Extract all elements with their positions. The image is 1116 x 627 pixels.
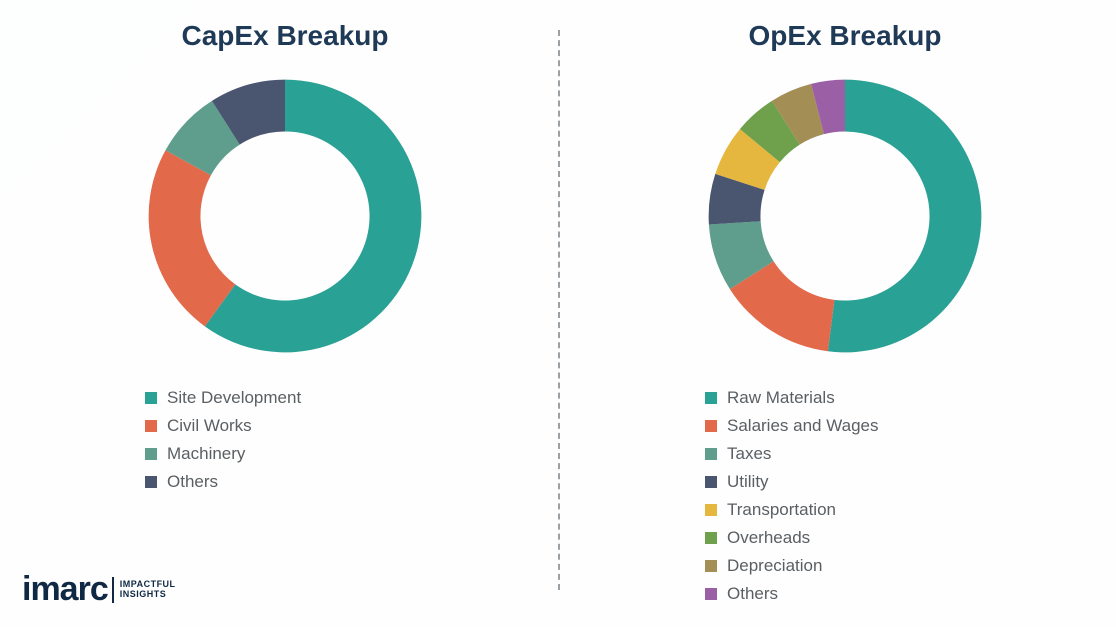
capex-legend: Site Development Civil Works Machinery Othe… xyxy=(145,384,545,496)
capex-panel: CapEx Breakup Site Development Civil Work… xyxy=(25,20,545,496)
legend-swatch xyxy=(705,392,717,404)
legend-label: Others xyxy=(167,472,218,492)
legend-item: Taxes xyxy=(705,440,1105,468)
legend-item: Site Development xyxy=(145,384,545,412)
legend-item: Salaries and Wages xyxy=(705,412,1105,440)
opex-donut-chart xyxy=(695,66,995,366)
legend-label: Others xyxy=(727,584,778,604)
legend-swatch xyxy=(145,476,157,488)
opex-panel: OpEx Breakup Raw Materials Salaries and W… xyxy=(585,20,1105,608)
legend-item: Depreciation xyxy=(705,552,1105,580)
legend-label: Site Development xyxy=(167,388,301,408)
legend-label: Taxes xyxy=(727,444,771,464)
brand-logo: imarc IMPACTFUL INSIGHTS xyxy=(22,570,176,609)
legend-item: Raw Materials xyxy=(705,384,1105,412)
report-canvas: CapEx Breakup Site Development Civil Work… xyxy=(0,0,1116,627)
brand-logo-divider xyxy=(112,577,114,603)
legend-item: Civil Works xyxy=(145,412,545,440)
donut-slice xyxy=(149,150,236,326)
legend-swatch xyxy=(705,560,717,572)
capex-donut-chart xyxy=(135,66,435,366)
legend-label: Machinery xyxy=(167,444,245,464)
legend-label: Utility xyxy=(727,472,769,492)
legend-item: Others xyxy=(705,580,1105,608)
legend-swatch xyxy=(705,532,717,544)
legend-swatch xyxy=(145,420,157,432)
capex-title: CapEx Breakup xyxy=(25,20,545,52)
legend-swatch xyxy=(145,448,157,460)
legend-item: Others xyxy=(145,468,545,496)
legend-label: Salaries and Wages xyxy=(727,416,879,436)
capex-donut-svg xyxy=(135,66,435,366)
legend-label: Overheads xyxy=(727,528,810,548)
opex-title: OpEx Breakup xyxy=(585,20,1105,52)
legend-swatch xyxy=(705,476,717,488)
legend-swatch xyxy=(705,420,717,432)
brand-logo-text: imarc xyxy=(22,570,108,609)
legend-item: Overheads xyxy=(705,524,1105,552)
opex-legend: Raw Materials Salaries and Wages Taxes Util… xyxy=(705,384,1105,608)
donut-slice xyxy=(828,80,981,353)
vertical-divider xyxy=(558,30,560,590)
legend-label: Raw Materials xyxy=(727,388,835,408)
legend-item: Transportation xyxy=(705,496,1105,524)
legend-label: Transportation xyxy=(727,500,836,520)
legend-item: Utility xyxy=(705,468,1105,496)
legend-swatch xyxy=(705,588,717,600)
legend-swatch xyxy=(705,448,717,460)
legend-item: Machinery xyxy=(145,440,545,468)
opex-donut-svg xyxy=(695,66,995,366)
legend-label: Civil Works xyxy=(167,416,252,436)
legend-swatch xyxy=(705,504,717,516)
legend-label: Depreciation xyxy=(727,556,822,576)
legend-swatch xyxy=(145,392,157,404)
brand-tagline-line2: INSIGHTS xyxy=(120,589,167,599)
brand-logo-tagline: IMPACTFUL INSIGHTS xyxy=(120,580,176,599)
